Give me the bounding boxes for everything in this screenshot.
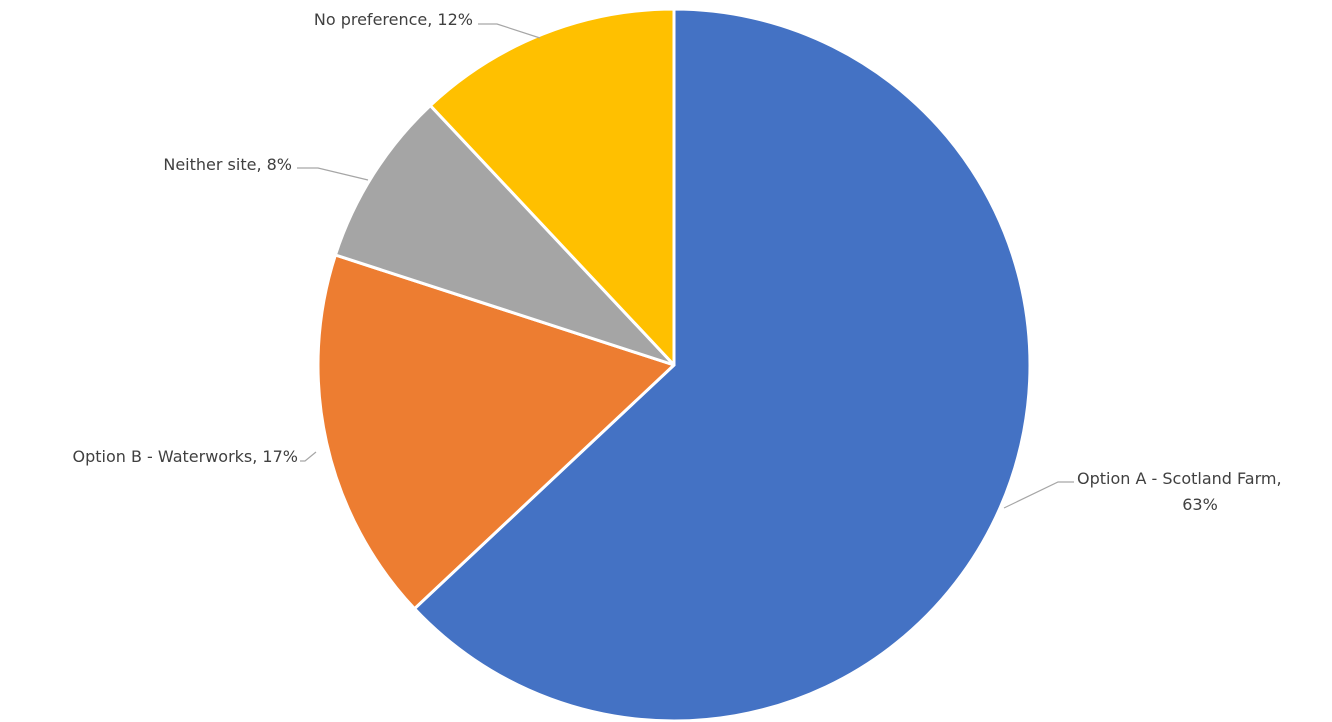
pie-slice-no-preference (428, 7, 676, 367)
data-label-option-b-waterworks: Option B - Waterworks, 17% (73, 447, 299, 466)
leader-line-neither-site (297, 167, 369, 181)
data-label-option-a-scotland-farm: Option A - Scotland Farm, (1077, 469, 1282, 488)
data-label-value-option-a-scotland-farm: 63% (1182, 495, 1218, 514)
slices-layer (316, 7, 1032, 722)
pie-slice-option-b-waterworks (316, 253, 676, 611)
pie-slice-option-a-scotland-farm (412, 7, 1032, 722)
labels-layer: Option A - Scotland Farm, 63% Option B - W… (73, 10, 1282, 514)
leader-line-option-b-waterworks (300, 451, 317, 462)
leader-line-no-preference (478, 23, 541, 39)
data-label-no-preference: No preference, 12% (314, 10, 473, 29)
pie-slice-neither-site (333, 103, 676, 367)
data-label-neither-site: Neither site, 8% (163, 155, 292, 174)
leaders-layer (297, 23, 1074, 509)
leader-line-option-a-scotland-farm (1003, 481, 1074, 509)
